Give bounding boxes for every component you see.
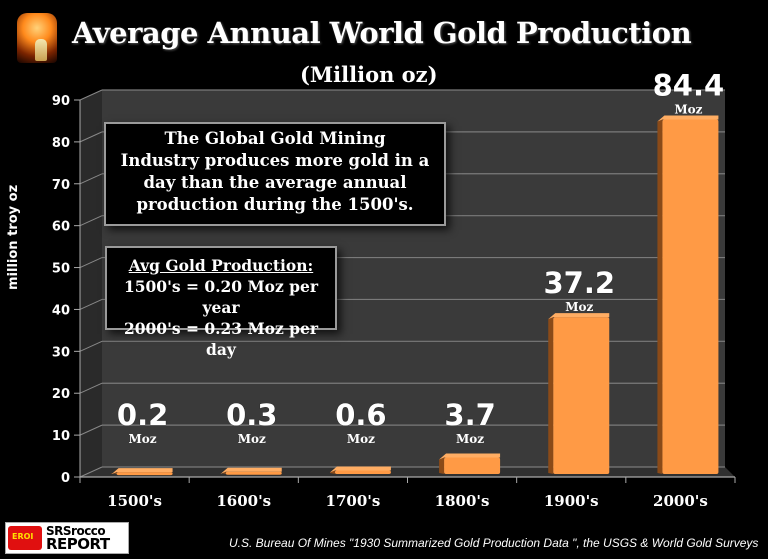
data-label-unit: Moz <box>565 300 593 314</box>
data-label-value: 37.2 <box>543 266 615 300</box>
gridline-side <box>79 466 103 478</box>
floor <box>80 467 735 477</box>
bar <box>111 468 173 476</box>
gridline-side <box>79 298 103 310</box>
annotation-box-avg-production: Avg Gold Production: 1500's = 0.20 Moz p… <box>105 246 337 359</box>
bar-top <box>657 115 719 122</box>
bar-front <box>116 472 173 476</box>
source-note: U.S. Bureau Of Mines "1930 Summarized Go… <box>229 536 759 550</box>
x-tick-label: 1900's <box>544 492 599 510</box>
annotation-line: production during the 1500's. <box>136 195 414 214</box>
gridline-side <box>79 424 103 436</box>
annotation-line: 1500's = 0.20 Moz per year <box>123 277 319 317</box>
figure-icon <box>35 39 47 61</box>
y-tick-label: 20 <box>52 387 70 402</box>
y-tick-label: 30 <box>52 345 70 360</box>
bar-top <box>329 466 391 473</box>
annotation-box-global-mining: The Global Gold Mining Industry produces… <box>104 122 446 226</box>
bar <box>657 115 719 475</box>
annotation-line: day than the average annual <box>143 173 407 192</box>
gridline-side <box>79 382 103 394</box>
bar-front <box>225 471 282 475</box>
bar <box>439 453 501 474</box>
bar-side <box>548 317 554 474</box>
eroi-badge: EROI <box>12 532 34 541</box>
y-axis-label: million troy oz <box>6 184 21 290</box>
annotation-line: Industry produces more gold in a <box>120 151 430 170</box>
bar-side <box>657 119 663 475</box>
data-label-unit: Moz <box>347 432 375 446</box>
bar-side <box>220 471 226 474</box>
gridline-side <box>79 131 103 143</box>
data-label-unit: Moz <box>456 432 484 446</box>
logo-text-line1: SRSrocco <box>46 524 106 538</box>
y-tick-label: 0 <box>61 471 70 486</box>
bar-top <box>548 313 610 320</box>
data-label-value: 84.4 <box>653 68 725 102</box>
y-tick-label: 60 <box>52 220 70 235</box>
y-tick-label: 80 <box>52 136 70 151</box>
y-tick-label: 10 <box>52 429 70 444</box>
srsrocco-report-logo: EROI SRSrocco REPORT <box>5 522 129 554</box>
bar-top <box>220 467 282 474</box>
y-tick-label: 50 <box>52 262 70 277</box>
gridline-side <box>79 257 103 269</box>
bar-top <box>439 453 501 460</box>
bar <box>329 466 391 474</box>
bar-front <box>553 317 610 474</box>
y-axis: 0 10 20 30 40 50 60 70 80 90 <box>52 94 81 486</box>
y-tick-label: 70 <box>52 178 70 193</box>
data-label-unit: Moz <box>238 432 266 446</box>
data-label-value: 0.3 <box>226 398 277 432</box>
data-label-value: 0.2 <box>117 398 168 432</box>
bar-front <box>662 119 719 475</box>
bar-front <box>444 457 501 474</box>
x-tick-label: 1500's <box>107 492 162 510</box>
y-tick-label: 40 <box>52 303 70 318</box>
data-label-unit: Moz <box>129 432 157 446</box>
chart-subtitle: (Million oz) <box>300 62 438 87</box>
data-label-value: 3.7 <box>444 398 495 432</box>
bar-side <box>329 470 335 474</box>
chart-title: Average Annual World Gold Production <box>72 16 692 50</box>
bars <box>111 115 719 476</box>
annotation-line: The Global Gold Mining <box>164 129 386 148</box>
annotation-heading: Avg Gold Production: <box>128 256 314 275</box>
bar-top <box>111 468 173 475</box>
bar-side <box>439 457 445 474</box>
data-label-value: 0.6 <box>335 398 386 432</box>
y-tick-label: 90 <box>52 94 70 109</box>
x-axis: 1500's 1600's 1700's 1800's 1900's 2000's <box>79 476 736 510</box>
x-tick-label: 1600's <box>216 492 271 510</box>
bar-front <box>334 470 391 474</box>
annotation-line: 2000's = 0.23 Moz per day <box>123 319 319 359</box>
x-tick-label: 1700's <box>326 492 381 510</box>
logo-text-line2: REPORT <box>46 535 110 553</box>
x-tick-label: 2000's <box>653 492 708 510</box>
side-wall <box>80 90 102 477</box>
gridline-side <box>79 215 103 227</box>
bar <box>220 467 282 475</box>
gold-pour-icon <box>17 13 57 63</box>
gridline-side <box>79 173 103 185</box>
x-tick-label: 1800's <box>435 492 490 510</box>
data-label-unit: Moz <box>674 102 702 116</box>
gridline-side <box>79 340 103 352</box>
usa-map-icon <box>8 526 42 550</box>
gridline-side <box>79 89 103 101</box>
bar <box>548 313 610 474</box>
